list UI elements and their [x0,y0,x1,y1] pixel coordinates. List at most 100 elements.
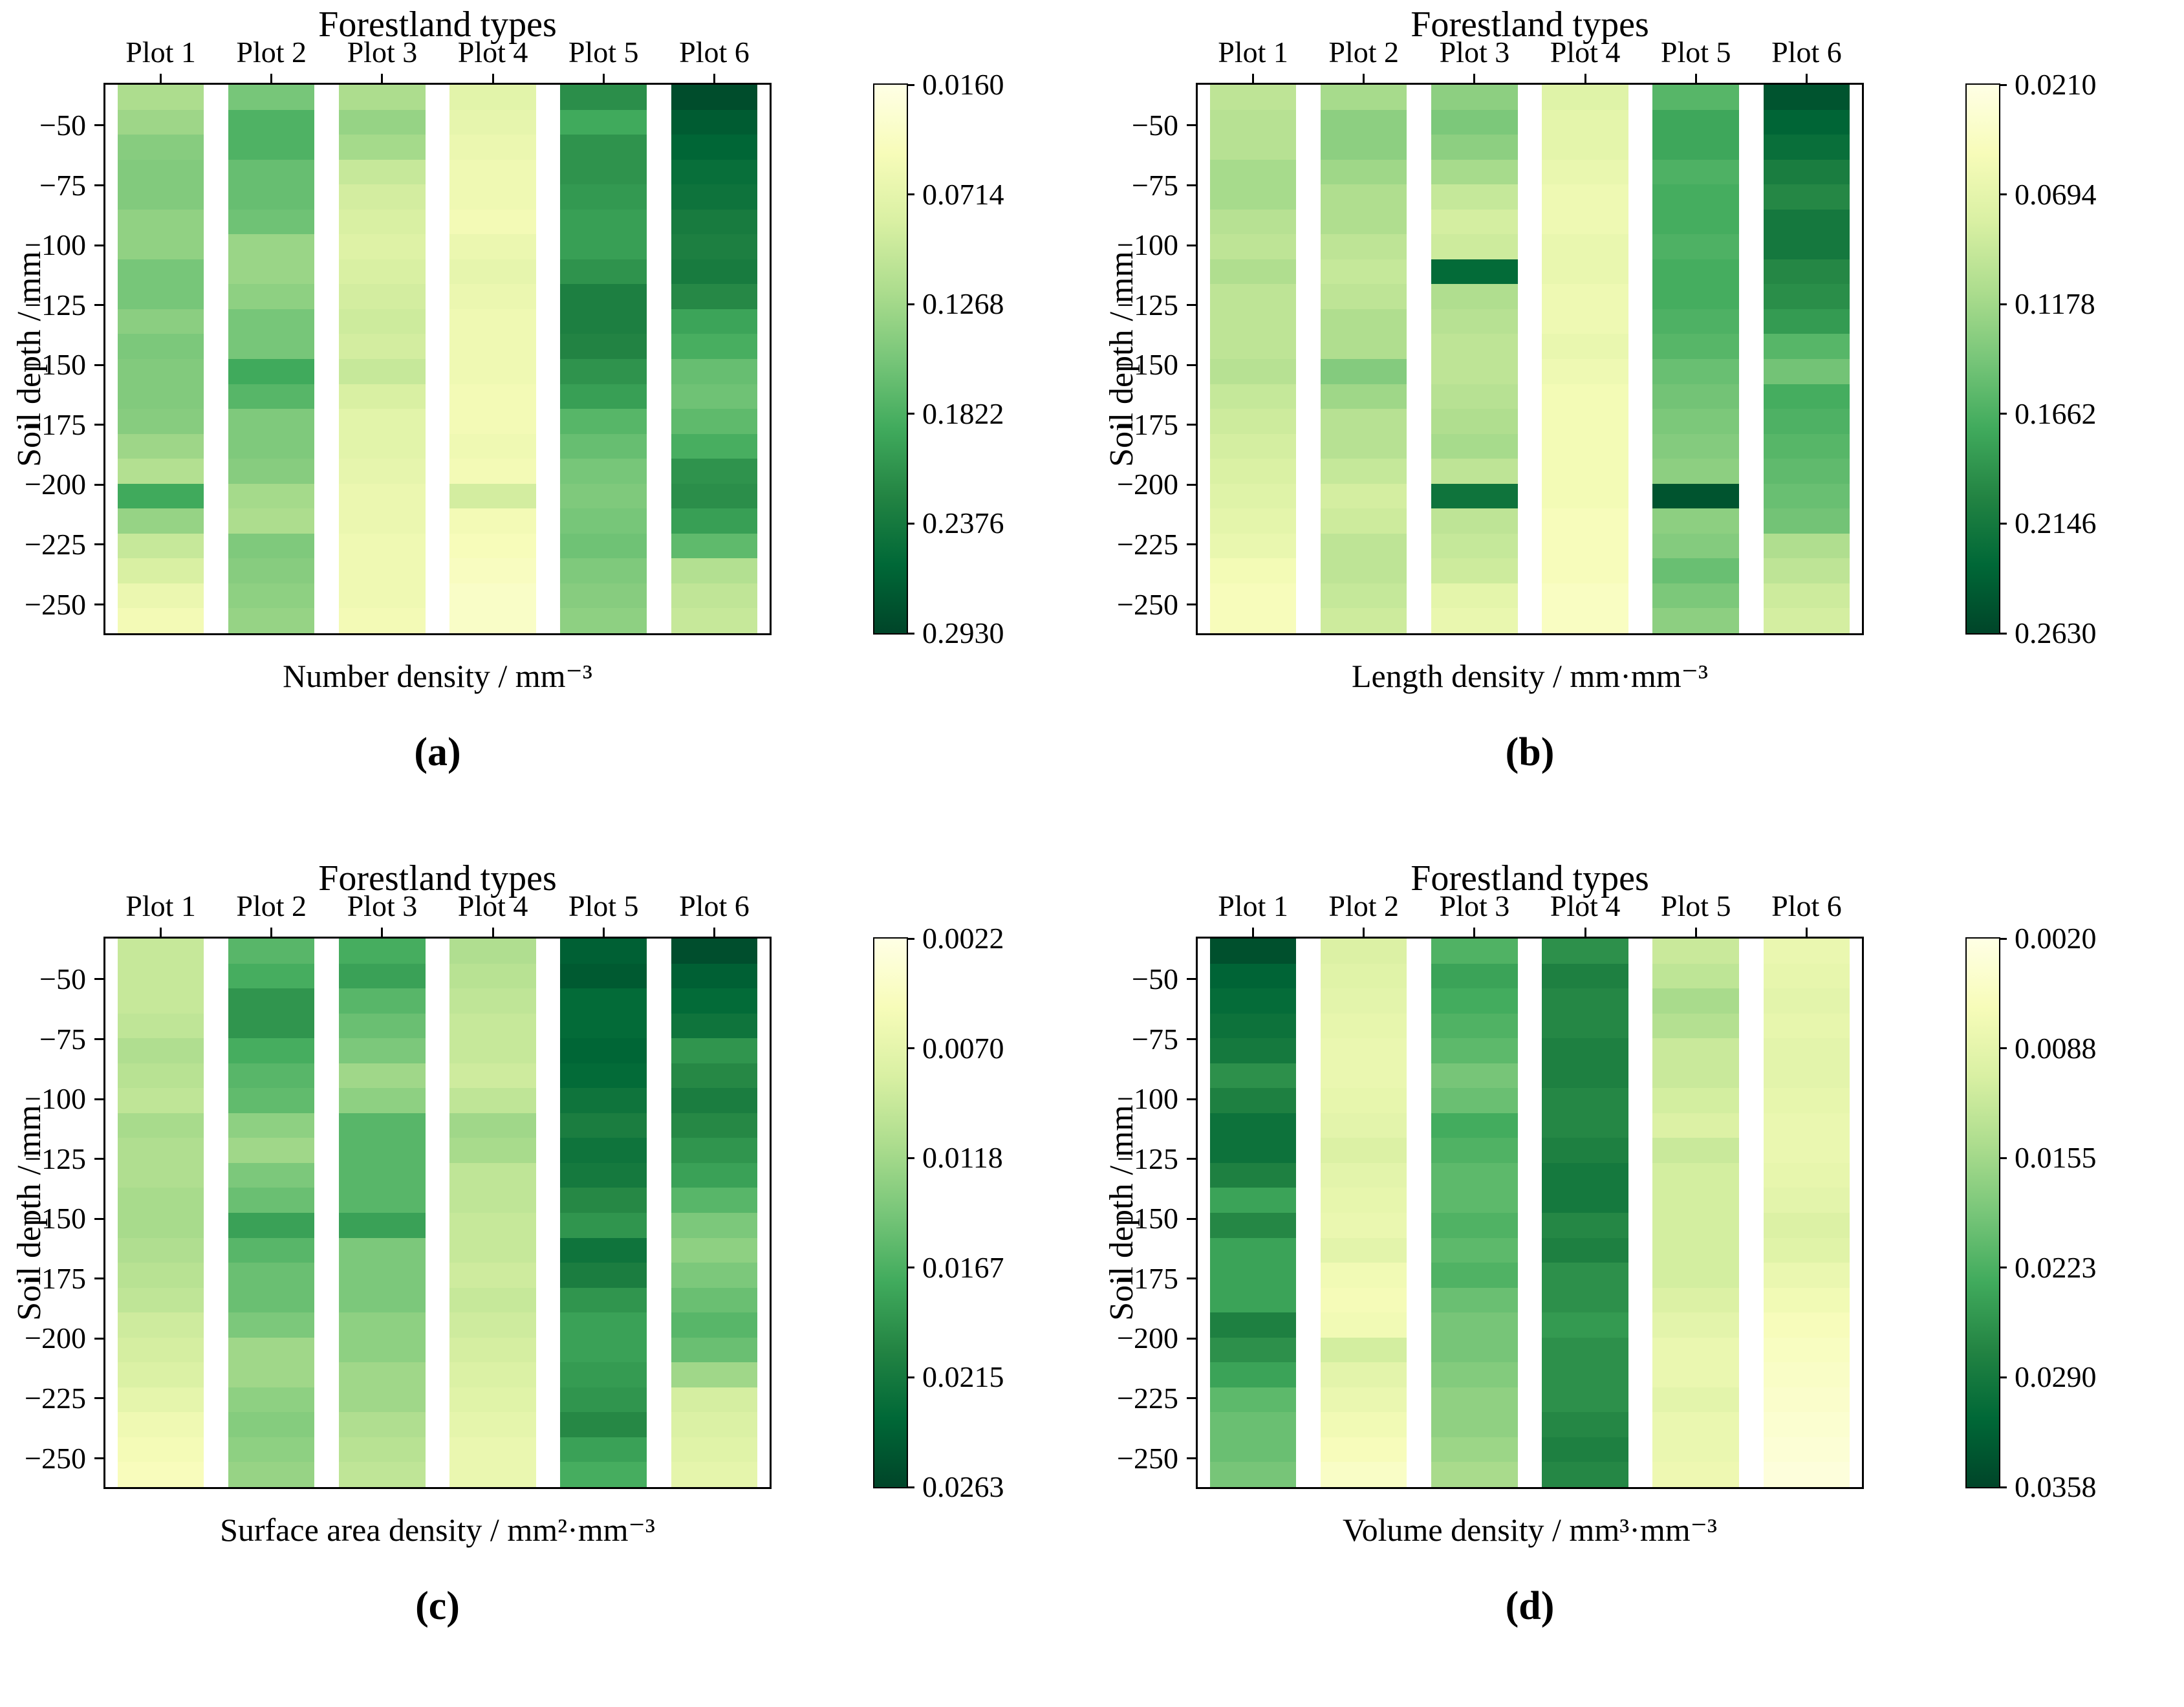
heatmap-cell [117,1287,204,1313]
panel-caption: (b) [1505,730,1555,774]
heatmap-cell [1763,483,1850,509]
heatmap-column [1652,939,1739,1488]
heatmap-cell [671,384,758,409]
heatmap-cell [1320,309,1407,334]
colorbar-tick-label: 0.0155 [2015,1141,2097,1175]
heatmap-cell [1431,558,1518,583]
heatmap-cell [339,1162,426,1188]
heatmap-cell [117,359,204,384]
heatmap-cell [1431,1013,1518,1039]
heatmap-cell [1320,1138,1407,1163]
y-tick-mark [94,124,103,127]
heatmap-cell [671,209,758,235]
heatmap-cell [449,1038,536,1063]
heatmap-cell [1763,508,1850,534]
heatmap-cell [1431,159,1518,185]
heatmap-cell [449,1287,536,1313]
heatmap-cell [1763,963,1850,989]
heatmap-cell [1209,508,1297,534]
heatmap-cell [339,1088,426,1113]
heatmap-cell [1209,1263,1297,1288]
colorbar-tick-label: 0.0714 [922,177,1004,211]
heatmap-cell [1431,459,1518,484]
heatmap-cell [117,483,204,509]
heatmap-cell [1542,433,1628,459]
heatmap-cell [1209,184,1297,210]
heatmap-cell [1431,1188,1518,1213]
colorbar [873,937,908,1488]
heatmap-cell [1652,1188,1739,1213]
heatmap-cell [228,939,315,964]
y-tick-mark [94,364,103,366]
column-header: Plot 5 [1660,36,1731,69]
heatmap-cell [1431,309,1518,334]
heatmap-cell [1320,583,1407,609]
heatmap-cell [1763,1312,1850,1338]
heatmap-cell [228,1113,315,1138]
x-tick-mark [381,74,384,83]
heatmap-cell [1320,1362,1407,1387]
heatmap-cell [228,234,315,259]
heatmap-cell [449,583,536,609]
heatmap-cell [449,1362,536,1387]
heatmap-cell [671,1237,758,1263]
heatmap-cell [1431,988,1518,1014]
column-header: Plot 3 [347,36,418,69]
heatmap-cell [1652,234,1739,259]
y-tick-mark [1187,1397,1196,1400]
y-tick-label: −100 [25,228,86,262]
heatmap-cell [228,109,315,135]
heatmap-cell [117,384,204,409]
heatmap-cell [560,433,647,459]
y-tick-mark [94,304,103,307]
y-axis-label: Soil depth / mm [1103,251,1140,467]
heatmap-cell [117,508,204,534]
heatmap-column [1652,85,1739,634]
heatmap-cell [1652,583,1739,609]
column-header: Plot 4 [457,889,528,922]
y-tick-mark [1187,1457,1196,1460]
heatmap-cell [228,1263,315,1288]
heatmap-cell [339,309,426,334]
heatmap-cell [117,1188,204,1213]
heatmap-cell [1209,1237,1297,1263]
heatmap-cell [671,234,758,259]
x-tick-mark [713,928,715,937]
heatmap-column [1431,939,1518,1488]
y-tick-label: −175 [25,1261,86,1295]
x-tick-mark [602,74,605,83]
heatmap-column [1763,85,1850,634]
heatmap-cell [1542,1337,1628,1363]
colorbar-tick-mark [1999,1047,2007,1050]
heatmap-cell [449,433,536,459]
colorbar-tick-mark [907,413,914,415]
heatmap-cell [1542,109,1628,135]
heatmap-cell [560,483,647,509]
colorbar-tick-mark [907,1486,914,1488]
heatmap-cell [1763,334,1850,360]
heatmap-cell [339,459,426,484]
y-tick-mark [94,1098,103,1100]
column-header: Plot 2 [236,889,307,922]
heatmap-cell [1431,284,1518,309]
heatmap-cell [1209,533,1297,559]
heatmap-plot-area [103,83,772,635]
column-header: Plot 6 [679,36,750,69]
heatmap-cell [449,384,536,409]
heatmap-cell [1320,1038,1407,1063]
heatmap-cell [1542,988,1628,1014]
heatmap-cell [117,159,204,185]
heatmap-cell [560,1462,647,1488]
x-tick-mark [1252,928,1255,937]
heatmap-cell [1763,1213,1850,1238]
y-tick-label: −50 [39,108,86,142]
heatmap-cell [117,334,204,360]
heatmap-cell [560,1188,647,1213]
heatmap-cell [117,1138,204,1163]
y-tick-mark [94,1217,103,1220]
heatmap-cell [1652,1088,1739,1113]
heatmap-cell [1763,85,1850,110]
heatmap-cell [449,508,536,534]
x-tick-mark [1805,74,1808,83]
heatmap-cell [1320,1287,1407,1313]
